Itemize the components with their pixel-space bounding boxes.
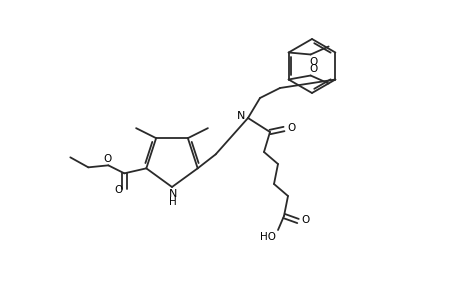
Text: O: O xyxy=(301,215,309,225)
Text: N: N xyxy=(168,189,177,199)
Text: O: O xyxy=(103,154,111,164)
Text: O: O xyxy=(287,123,296,133)
Text: H: H xyxy=(169,197,177,207)
Text: O: O xyxy=(114,185,122,195)
Text: O: O xyxy=(309,56,317,67)
Text: O: O xyxy=(309,64,317,74)
Text: HO: HO xyxy=(259,232,275,242)
Text: N: N xyxy=(236,111,245,121)
